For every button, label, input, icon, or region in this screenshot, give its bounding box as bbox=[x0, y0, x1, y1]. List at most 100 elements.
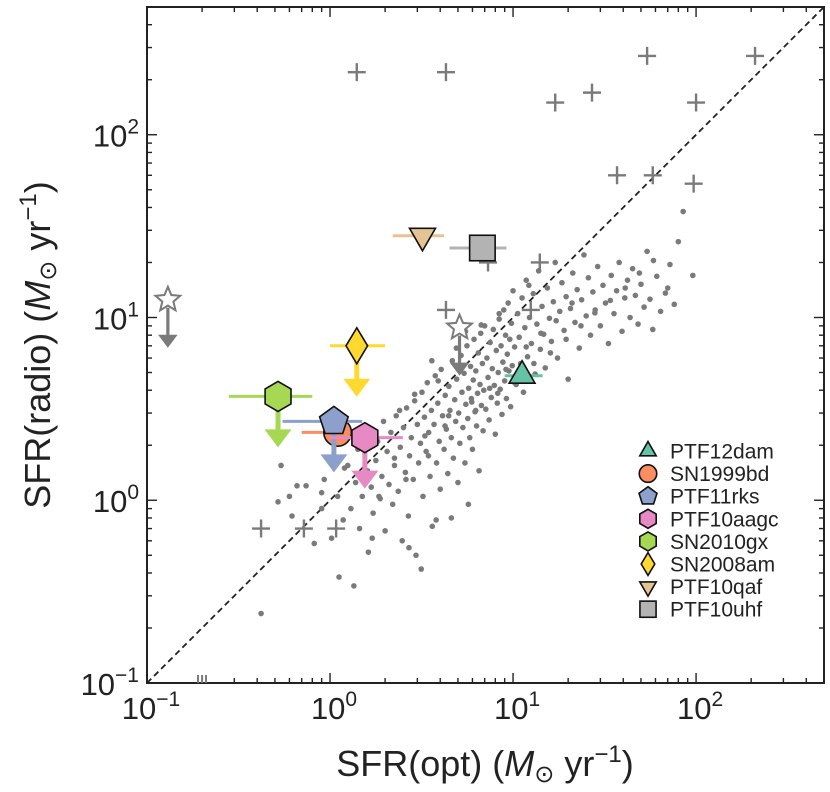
plus-point bbox=[546, 93, 565, 112]
data-point bbox=[622, 285, 629, 291]
data-point bbox=[406, 453, 413, 459]
data-point bbox=[403, 405, 410, 411]
data-point bbox=[475, 350, 482, 356]
data-point bbox=[531, 360, 537, 367]
data-point bbox=[433, 517, 439, 523]
y-tick-label: 101 bbox=[93, 298, 139, 336]
marker bbox=[468, 234, 496, 262]
marker bbox=[507, 359, 537, 385]
data-point bbox=[638, 281, 644, 288]
data-point bbox=[483, 406, 489, 412]
data-point bbox=[403, 476, 409, 483]
data-point bbox=[466, 434, 473, 441]
data-point bbox=[450, 455, 457, 461]
plus-point bbox=[608, 166, 627, 185]
plus-point bbox=[746, 46, 765, 65]
star-upper-limit bbox=[153, 284, 183, 313]
data-point bbox=[530, 290, 537, 297]
data-point bbox=[460, 424, 466, 431]
legend-marker bbox=[638, 581, 658, 598]
data-point bbox=[578, 296, 585, 303]
data-point bbox=[449, 357, 456, 364]
data-point bbox=[442, 423, 448, 429]
data-point bbox=[400, 424, 407, 431]
data-point bbox=[690, 272, 696, 279]
data-point bbox=[318, 505, 325, 512]
data-point bbox=[376, 493, 382, 500]
data-point bbox=[657, 308, 664, 315]
highlight-SN2010gx bbox=[228, 380, 313, 448]
data-point bbox=[477, 381, 483, 388]
data-point bbox=[498, 343, 504, 349]
data-point bbox=[467, 363, 474, 370]
data-point bbox=[619, 328, 625, 335]
data-point bbox=[444, 470, 451, 477]
plus-point bbox=[294, 519, 313, 538]
data-point bbox=[455, 479, 461, 486]
data-point bbox=[526, 282, 532, 289]
plus-point bbox=[582, 83, 601, 102]
data-point bbox=[278, 462, 284, 469]
data-point bbox=[479, 360, 486, 367]
legend-marker bbox=[640, 551, 656, 577]
legend-label: SN2010gx bbox=[670, 531, 769, 554]
data-point bbox=[485, 374, 491, 381]
star-upper-limit bbox=[444, 311, 475, 341]
data-point bbox=[524, 353, 531, 360]
data-point bbox=[650, 257, 657, 264]
data-point bbox=[445, 412, 452, 419]
data-point bbox=[423, 448, 429, 455]
legend-label: PTF12dam bbox=[670, 441, 774, 464]
data-point bbox=[537, 346, 544, 353]
data-point bbox=[553, 317, 559, 324]
highlight-SN2008am bbox=[330, 326, 386, 397]
data-point bbox=[351, 583, 357, 589]
data-point bbox=[434, 400, 441, 406]
data-point bbox=[641, 304, 647, 310]
data-point bbox=[569, 270, 576, 276]
data-point bbox=[311, 540, 318, 547]
data-point bbox=[435, 378, 442, 384]
plus-point bbox=[530, 253, 549, 272]
data-point bbox=[680, 208, 686, 215]
data-point bbox=[433, 460, 440, 466]
x-tick-label: 102 bbox=[677, 688, 723, 726]
data-point bbox=[534, 321, 540, 327]
data-point bbox=[667, 261, 673, 268]
data-point bbox=[414, 421, 421, 428]
data-point bbox=[328, 535, 335, 541]
data-point bbox=[425, 453, 432, 459]
data-point bbox=[352, 479, 359, 486]
data-point bbox=[675, 238, 682, 245]
data-point bbox=[470, 377, 477, 383]
data-point bbox=[373, 457, 379, 464]
data-point bbox=[561, 327, 567, 334]
x-tick-label: 10−1 bbox=[122, 688, 180, 726]
star-upper-limit-arrow-head bbox=[158, 334, 178, 348]
data-point bbox=[578, 323, 584, 329]
data-point bbox=[511, 344, 518, 350]
data-point bbox=[439, 412, 446, 419]
marker bbox=[408, 227, 437, 253]
data-point bbox=[523, 344, 530, 350]
data-point bbox=[492, 431, 499, 437]
legend-marker bbox=[638, 439, 658, 457]
data-point bbox=[507, 403, 514, 410]
data-point bbox=[438, 366, 445, 373]
data-point bbox=[472, 407, 479, 414]
data-point bbox=[417, 440, 424, 447]
data-point bbox=[500, 307, 507, 313]
data-point bbox=[448, 515, 455, 521]
marker bbox=[351, 421, 379, 454]
data-point bbox=[348, 505, 354, 512]
data-point bbox=[452, 418, 459, 425]
marker bbox=[264, 380, 292, 413]
data-point bbox=[490, 326, 497, 333]
data-point bbox=[602, 300, 609, 306]
data-point bbox=[455, 410, 462, 416]
data-point bbox=[463, 401, 469, 408]
legend-label: SN2008am bbox=[670, 554, 775, 577]
data-point bbox=[399, 537, 406, 544]
data-point bbox=[505, 300, 511, 306]
data-point bbox=[563, 336, 569, 343]
